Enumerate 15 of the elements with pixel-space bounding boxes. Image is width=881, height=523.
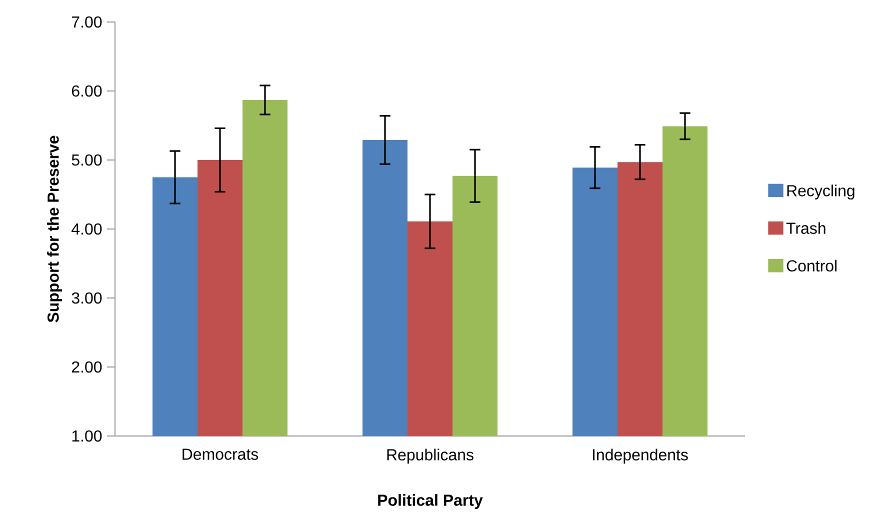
y-tick-label: 7.00 [72,16,102,28]
y-axis-title: Support for the Preserve [47,136,62,322]
legend-label: Trash [786,222,826,234]
x-tick-label: Republicans [387,448,474,464]
legend-label: Recycling [787,184,854,200]
y-tick-label: 5.00 [72,154,102,166]
y-tick-label: 2.00 [72,361,102,373]
y-tick-label: 3.00 [72,292,102,304]
x-tick-label: Independents [593,448,688,464]
y-tick-label: 1.00 [72,430,102,442]
legend-label: Control [786,260,837,272]
y-tick-label: 6.00 [72,85,102,97]
x-tick-label: Democrats [182,448,258,460]
x-axis-title: Political Party [378,494,483,510]
y-tick-label: 4.00 [72,223,102,235]
